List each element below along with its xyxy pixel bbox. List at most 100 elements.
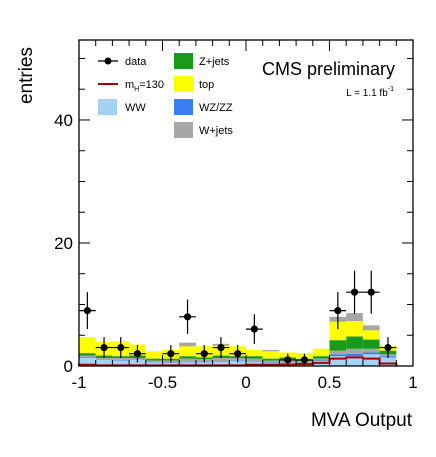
bar-wz-zz-6: [179, 361, 196, 363]
axes: -1 -0.5 0 0.5 1 0 20 40: [54, 39, 418, 392]
bar-w-jets-17: [362, 325, 380, 331]
bar-wz-zz-14: [312, 360, 330, 362]
bar-w-jets-14: [312, 358, 330, 361]
legend-zjets-swatch: [174, 53, 193, 69]
bar-w-jets-17: [362, 348, 380, 353]
y-tick-label-2: 40: [54, 111, 73, 130]
data-point-11: [296, 353, 313, 366]
bar-ww-2: [112, 360, 130, 366]
bar-wz-zz-0: [79, 357, 96, 359]
x-tick-label-2: 0: [241, 373, 250, 392]
bar-wz-zz-15: [329, 354, 347, 357]
data-marker-3: [133, 350, 142, 358]
bar-top-16: [346, 321, 363, 337]
legend-wzzz-label: WZ/ZZ: [199, 102, 233, 114]
bar-w-jets-2: [112, 358, 130, 360]
bar-top-14: [312, 348, 330, 357]
bar-w-jets-11: [262, 360, 280, 363]
data-marker-1: [100, 343, 108, 352]
legend-wzzz-swatch: [174, 99, 193, 115]
bar-wz-zz-11: [262, 362, 280, 363]
data-marker-11: [300, 356, 309, 364]
bar-wz-zz-10: [246, 361, 263, 362]
bar-top-17: [362, 330, 380, 340]
bar-z-jets-16: [346, 336, 363, 349]
data-marker-5: [183, 313, 192, 321]
bar-z-jets-6: [179, 356, 196, 359]
data-point-5: [179, 299, 196, 335]
bar-wz-zz-16: [346, 353, 363, 357]
bar-ww-8: [212, 361, 230, 366]
chart-title: CMS preliminary: [262, 59, 395, 79]
data-marker-2: [117, 343, 125, 352]
bar-w-jets-4: [145, 360, 163, 362]
bar-z-jets-14: [312, 356, 330, 359]
legend-data-label: data: [125, 56, 147, 68]
bar-top-6: [179, 346, 196, 357]
legend-ww-label: WW: [125, 102, 146, 114]
y-tick-label-0: 0: [64, 357, 73, 376]
data-marker-14: [367, 288, 375, 296]
data-marker-6: [200, 350, 208, 358]
bar-ww-9: [229, 360, 246, 366]
data-point-6: [195, 345, 213, 363]
bar-ww-17: [362, 354, 380, 366]
bar-top-10: [246, 350, 263, 357]
luminosity-text: L = 1.1 fb: [346, 88, 388, 99]
x-axis-label: MVA Output: [311, 410, 413, 431]
legend-ww-swatch: [98, 99, 117, 115]
legend-entry-signal: mH=130: [98, 79, 164, 93]
bar-ww-1: [95, 359, 113, 366]
bar-w-jets-6: [179, 358, 196, 362]
data-marker-9: [250, 325, 258, 333]
bar-wz-zz-1: [95, 359, 113, 360]
bar-top-15: [329, 321, 347, 341]
bar-z-jets-4: [145, 358, 163, 361]
bar-wz-zz-8: [212, 361, 230, 362]
x-tick-label-1: -0.5: [148, 373, 177, 392]
bar-w-jets-0: [79, 355, 96, 358]
data-point-0: [79, 292, 96, 330]
bar-ww-6: [179, 362, 196, 366]
legend-entry-top: top: [174, 76, 214, 92]
data-marker-15: [384, 343, 392, 352]
legend-top-label: top: [199, 79, 214, 91]
data-point-15: [379, 337, 397, 359]
bar-top-0: [79, 337, 96, 354]
bar-w-jets-11: [262, 350, 280, 352]
bar-ww-0: [79, 358, 96, 366]
data-points: [79, 270, 397, 366]
bar-w-jets-8: [212, 358, 230, 362]
legend-top-swatch: [174, 76, 193, 92]
legend-entry-wjets: W+jets: [174, 122, 233, 138]
legend-signal-label: mH=130: [125, 79, 164, 93]
y-axis-label: entries: [16, 47, 37, 104]
bar-w-jets-1: [95, 358, 113, 360]
bar-z-jets-10: [246, 356, 263, 359]
bar-wz-zz-4: [145, 361, 163, 363]
bar-ww-3: [129, 359, 146, 366]
bar-z-jets-0: [79, 353, 96, 356]
x-tick-label-4: 1: [408, 373, 417, 392]
bar-wz-zz-5: [162, 362, 180, 363]
data-point-1: [95, 337, 113, 359]
legend-entry-data: data: [98, 56, 147, 68]
legend-wjets-swatch: [174, 122, 193, 138]
legend-data-marker: [104, 57, 112, 65]
bar-w-jets-6: [179, 342, 196, 347]
bar-z-jets-15: [329, 340, 347, 351]
data-point-14: [362, 270, 380, 314]
bar-w-jets-16: [346, 348, 363, 354]
bar-ww-16: [346, 356, 363, 366]
data-marker-0: [83, 307, 91, 315]
y-tick-label-1: 20: [54, 234, 73, 253]
legend-signal-prefix: m: [125, 79, 134, 91]
data-point-3: [129, 345, 146, 363]
legend: data mH=130 WW Z+jets top WZ/ZZ W+jets: [98, 53, 233, 138]
bar-w-jets-16: [346, 313, 363, 322]
x-tick-label-3: 0.5: [318, 373, 342, 392]
data-point-7: [212, 337, 230, 359]
luminosity-label: L = 1.1 fb-1: [346, 86, 394, 99]
bar-ww-7: [195, 362, 213, 366]
